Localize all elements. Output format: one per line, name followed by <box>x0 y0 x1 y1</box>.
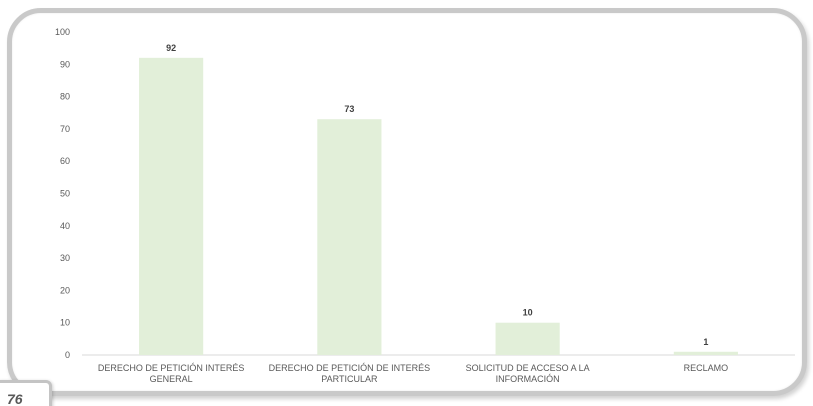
y-tick-label: 30 <box>60 253 70 263</box>
y-tick-label: 40 <box>60 221 70 231</box>
bar <box>673 351 738 355</box>
y-tick-label: 50 <box>60 189 70 199</box>
category-label: DERECHO DE PETICIÓN INTERÉS <box>98 363 245 373</box>
y-tick-label: 20 <box>60 285 70 295</box>
data-label: 92 <box>166 43 176 53</box>
y-tick-label: 90 <box>60 59 70 69</box>
category-label: GENERAL <box>150 374 193 384</box>
y-tick-label: 70 <box>60 124 70 134</box>
data-label: 10 <box>523 308 533 318</box>
page-number-tab: 76 <box>0 380 52 406</box>
bar <box>317 119 382 356</box>
data-label: 73 <box>344 104 354 114</box>
data-label: 1 <box>703 337 708 347</box>
y-tick-label: 10 <box>60 318 70 328</box>
category-label: SOLICITUD DE ACCESO A LA <box>466 363 590 373</box>
y-tick-label: 80 <box>60 92 70 102</box>
category-label: INFORMACIÓN <box>496 374 560 384</box>
y-tick-label: 100 <box>55 27 70 37</box>
y-tick-label: 60 <box>60 156 70 166</box>
bar <box>495 322 560 355</box>
category-label: PARTICULAR <box>321 374 378 384</box>
y-tick-label: 0 <box>65 350 70 360</box>
bar <box>139 57 204 356</box>
page-number: 76 <box>7 391 23 406</box>
category-label: RECLAMO <box>684 363 729 373</box>
category-label: DERECHO DE PETICIÓN DE INTERÉS <box>269 363 431 373</box>
